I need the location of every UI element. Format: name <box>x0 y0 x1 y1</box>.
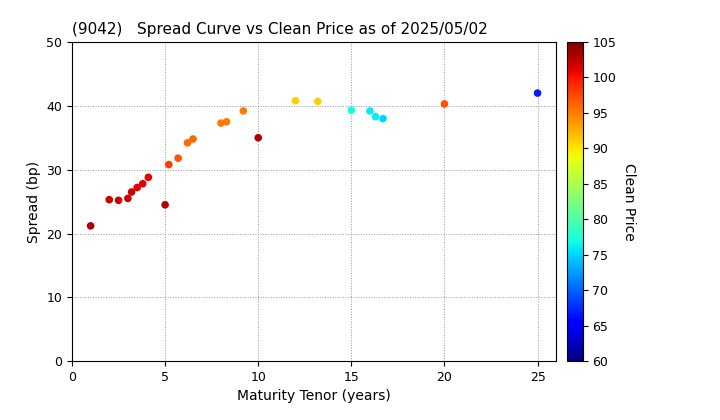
Point <box>346 107 357 114</box>
Point <box>532 90 544 97</box>
Point <box>370 113 382 120</box>
Point <box>312 98 323 105</box>
Point <box>221 118 233 125</box>
Point <box>253 134 264 141</box>
Point <box>143 174 154 181</box>
Point <box>122 195 134 202</box>
Y-axis label: Spread (bp): Spread (bp) <box>27 160 41 243</box>
X-axis label: Maturity Tenor (years): Maturity Tenor (years) <box>237 389 391 404</box>
Point <box>85 223 96 229</box>
Point <box>377 115 389 122</box>
Point <box>215 120 227 126</box>
Point <box>289 97 301 104</box>
Point <box>438 100 450 107</box>
Point <box>137 180 148 187</box>
Point <box>238 108 249 114</box>
Point <box>364 108 376 114</box>
Text: (9042)   Spread Curve vs Clean Price as of 2025/05/02: (9042) Spread Curve vs Clean Price as of… <box>72 22 487 37</box>
Point <box>181 139 193 146</box>
Point <box>172 155 184 162</box>
Y-axis label: Clean Price: Clean Price <box>621 163 636 241</box>
Point <box>187 136 199 142</box>
Point <box>104 196 115 203</box>
Point <box>113 197 125 204</box>
Point <box>126 189 138 195</box>
Point <box>159 202 171 208</box>
Point <box>163 161 174 168</box>
Point <box>132 184 143 191</box>
